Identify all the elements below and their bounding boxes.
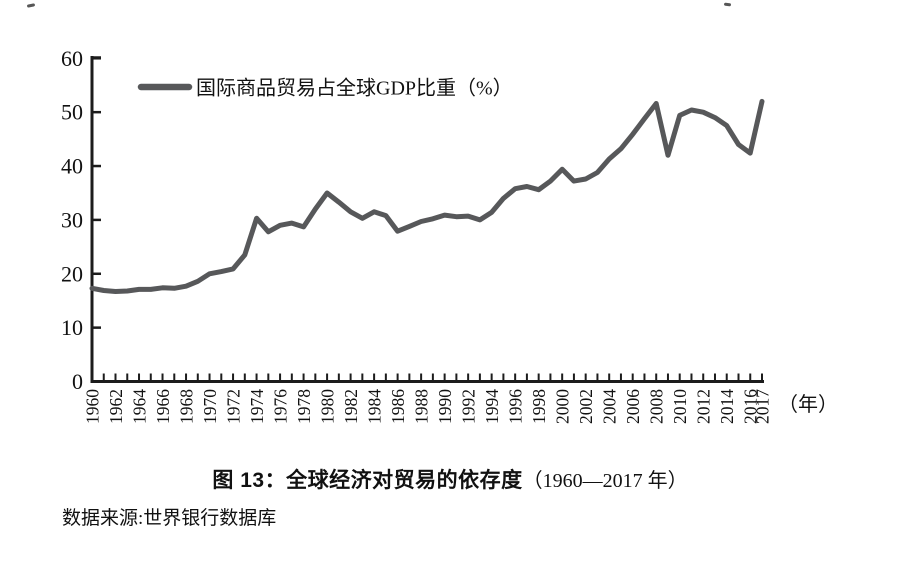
y-tick-label: 60 [61,46,83,71]
y-tick-label: 10 [61,315,83,340]
x-tick-label: 1980 [318,389,338,424]
x-axis-tick-labels: 1960 1962 1964 1966 1968 1970 1972 1974 1976 1978… [83,389,773,424]
x-tick-label: 1976 [271,389,291,424]
x-tick-label: 1970 [200,389,220,424]
x-tick-label: 2010 [670,389,690,424]
x-tick-label: 1964 [130,389,150,424]
x-tick-label: 1990 [435,389,455,424]
x-tick-label: 1986 [388,389,408,424]
x-tick-label: 1968 [177,389,197,424]
x-tick-label: 1978 [294,389,314,424]
x-tick-label: 1996 [506,389,526,424]
x-tick-label: 1982 [341,389,361,424]
caption-title: 图 13：全球经济对贸易的依存度 [212,469,523,492]
x-tick-label: 1972 [224,389,244,424]
caption-year-range: （1960—2017 年） [522,470,688,492]
y-tick-label: 0 [72,369,83,394]
axis-ticks [91,57,763,382]
x-tick-label: 1966 [153,389,173,424]
x-tick-label: 1962 [106,389,126,424]
y-tick-label: 50 [61,100,83,125]
x-tick-label: 1994 [482,389,502,424]
x-tick-label: 1998 [529,389,549,424]
y-tick-label: 40 [61,154,83,179]
x-tick-label: 1960 [83,389,103,424]
legend: 国际商品贸易占全球GDP比重（%） [137,77,513,100]
x-tick-label: 2014 [717,389,737,424]
x-tick-label: 2002 [576,389,596,424]
trade-share-line [89,98,765,294]
x-tick-label: 2000 [553,389,573,424]
figure-caption: 图 13：全球经济对贸易的依存度（1960—2017 年） [0,464,900,494]
x-tick-label: 2017 [753,389,773,424]
x-axis-unit-label: （年） [778,393,838,416]
y-axis-tick-labels: 0 10 20 30 40 50 60 [61,46,83,394]
x-tick-label: 1988 [412,389,432,424]
x-tick-label: 2006 [623,389,643,424]
x-tick-label: 2016 [741,389,761,424]
x-tick-label: 2008 [647,389,667,424]
x-tick-label: 2012 [694,389,714,424]
y-tick-label: 20 [61,261,83,286]
x-tick-label: 2004 [600,389,620,424]
x-tick-label: 1992 [459,389,479,424]
legend-label: 国际商品贸易占全球GDP比重（%） [196,77,513,100]
y-tick-label: 30 [61,207,83,232]
data-series [89,98,765,294]
data-source: 数据来源:世界银行数据库 [62,508,277,529]
x-tick-label: 1984 [365,389,385,424]
x-tick-label: 1974 [247,389,267,424]
